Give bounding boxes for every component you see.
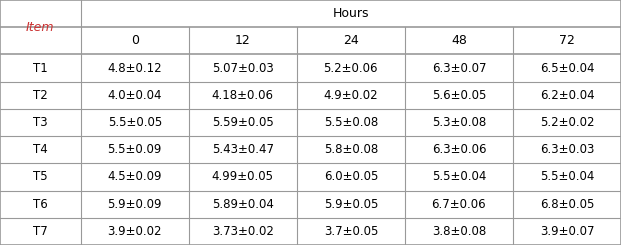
Text: 3.9±0.07: 3.9±0.07 [540, 225, 594, 238]
Text: 48: 48 [451, 34, 467, 47]
Text: T1: T1 [33, 61, 48, 74]
Text: 5.43±0.47: 5.43±0.47 [212, 143, 274, 156]
Text: 3.8±0.08: 3.8±0.08 [432, 225, 486, 238]
Text: 4.9±0.02: 4.9±0.02 [324, 89, 378, 102]
Text: 3.7±0.05: 3.7±0.05 [324, 225, 378, 238]
Text: 5.2±0.02: 5.2±0.02 [540, 116, 594, 129]
Text: T7: T7 [33, 225, 48, 238]
Text: 4.18±0.06: 4.18±0.06 [212, 89, 274, 102]
Text: 5.6±0.05: 5.6±0.05 [432, 89, 486, 102]
Text: 5.5±0.05: 5.5±0.05 [107, 116, 162, 129]
Text: 6.3±0.07: 6.3±0.07 [432, 61, 486, 74]
Text: 5.5±0.08: 5.5±0.08 [324, 116, 378, 129]
Text: T4: T4 [33, 143, 48, 156]
Text: 72: 72 [559, 34, 575, 47]
Text: 6.3±0.03: 6.3±0.03 [540, 143, 594, 156]
Text: 3.9±0.02: 3.9±0.02 [107, 225, 162, 238]
Text: T3: T3 [33, 116, 48, 129]
Text: 5.5±0.09: 5.5±0.09 [107, 143, 162, 156]
Text: T6: T6 [33, 198, 48, 211]
Text: 6.2±0.04: 6.2±0.04 [540, 89, 594, 102]
Text: 5.59±0.05: 5.59±0.05 [212, 116, 274, 129]
Text: T5: T5 [33, 171, 48, 184]
Text: 6.5±0.04: 6.5±0.04 [540, 61, 594, 74]
Text: 5.9±0.05: 5.9±0.05 [324, 198, 378, 211]
Text: 6.3±0.06: 6.3±0.06 [432, 143, 486, 156]
Text: Hours: Hours [333, 7, 369, 20]
Text: 5.5±0.04: 5.5±0.04 [432, 171, 486, 184]
Text: 5.3±0.08: 5.3±0.08 [432, 116, 486, 129]
Text: Item: Item [26, 21, 55, 34]
Text: 4.99±0.05: 4.99±0.05 [212, 171, 274, 184]
Text: 6.0±0.05: 6.0±0.05 [324, 171, 378, 184]
Text: 5.8±0.08: 5.8±0.08 [324, 143, 378, 156]
Text: 5.9±0.09: 5.9±0.09 [107, 198, 162, 211]
Text: 5.2±0.06: 5.2±0.06 [324, 61, 378, 74]
Text: 4.5±0.09: 4.5±0.09 [107, 171, 162, 184]
Text: 5.89±0.04: 5.89±0.04 [212, 198, 274, 211]
Text: 4.0±0.04: 4.0±0.04 [107, 89, 162, 102]
Text: T2: T2 [33, 89, 48, 102]
Text: 24: 24 [343, 34, 359, 47]
Text: 3.73±0.02: 3.73±0.02 [212, 225, 274, 238]
Text: 12: 12 [235, 34, 251, 47]
Text: 6.8±0.05: 6.8±0.05 [540, 198, 594, 211]
Text: 6.7±0.06: 6.7±0.06 [432, 198, 486, 211]
Text: 4.8±0.12: 4.8±0.12 [107, 61, 162, 74]
Text: 5.5±0.04: 5.5±0.04 [540, 171, 594, 184]
Text: 0: 0 [131, 34, 138, 47]
Text: 5.07±0.03: 5.07±0.03 [212, 61, 274, 74]
